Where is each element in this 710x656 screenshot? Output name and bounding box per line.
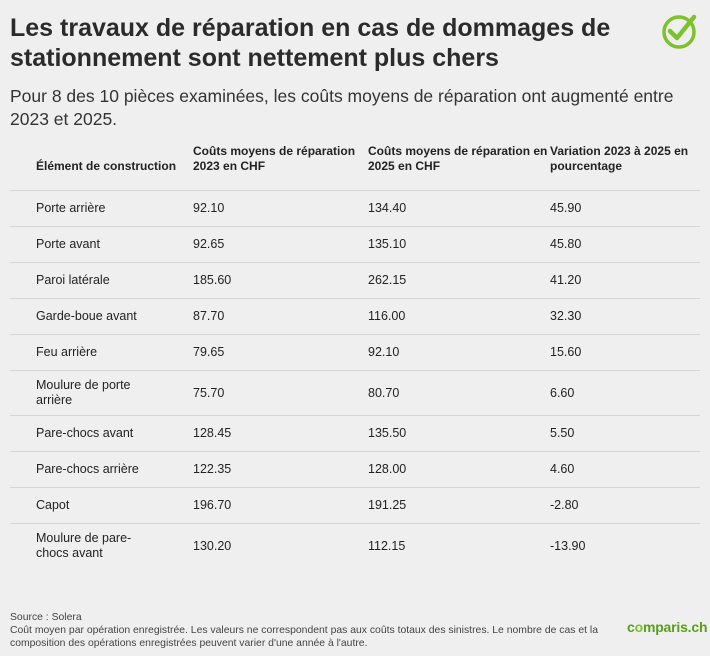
value-cell: 196.70 [193, 498, 232, 512]
brand-text-part: mparis.ch [642, 619, 708, 635]
brand-logo: comparis.ch [627, 619, 707, 635]
value-cell: 262.15 [368, 273, 407, 287]
table-row: Porte avant 92.65 135.10 45.80 [10, 226, 700, 263]
value-cell: 4.60 [550, 462, 575, 476]
row-label-cell: Porte avant [36, 237, 100, 251]
value-cell: 5.50 [550, 426, 575, 440]
value-cell: 112.15 [368, 538, 406, 553]
value-cell: 135.50 [368, 426, 407, 440]
row-label-cell: Feu arrière [36, 345, 98, 359]
row-label-cell: Pare-chocs avant [36, 426, 134, 440]
table-row: Feu arrière 79.65 92.10 15.60 [10, 334, 700, 371]
table-body: Porte arrière 92.10 134.40 45.90 Porte avant… [10, 190, 700, 569]
value-cell: 45.90 [550, 201, 582, 215]
value-cell: -2.80 [550, 498, 579, 512]
table-row: Porte arrière 92.10 134.40 45.90 [10, 190, 700, 227]
row-label-cell: Moulure de porte arrière [36, 378, 131, 407]
checkmark-circle-icon [662, 14, 697, 49]
footer-notes: Source : Solera Coût moyen par opération… [10, 611, 610, 650]
brand-accent-letter: o [634, 619, 644, 635]
value-cell: 128.45 [193, 426, 232, 440]
column-header: Coûts moyens de réparation en 2025 en CH… [368, 144, 548, 173]
value-cell: 45.80 [550, 237, 582, 251]
column-header: Coûts moyens de réparation 2023 en CHF [193, 144, 356, 173]
value-cell: 92.10 [368, 345, 400, 359]
value-cell: 92.10 [193, 201, 225, 215]
row-label-cell: Capot [36, 498, 70, 512]
value-cell: 79.65 [193, 345, 225, 359]
row-label-cell: Garde-boue avant [36, 309, 137, 323]
table-row: Pare-chocs avant 128.45 135.50 5.50 [10, 415, 700, 452]
table-row: Paroi latérale 185.60 262.15 41.20 [10, 262, 700, 299]
table-row: Moulure de pare-chocs avant 130.20 112.15 -… [10, 523, 700, 569]
value-cell: 191.25 [368, 498, 407, 512]
value-cell: 41.20 [550, 273, 582, 287]
column-header: Élément de construction [36, 159, 177, 173]
value-cell: 87.70 [193, 309, 225, 323]
data-table: Élément de construction Coûts moyens de … [10, 138, 700, 568]
value-cell: 6.60 [550, 385, 575, 400]
value-cell: 15.60 [550, 345, 582, 359]
table-header-row: Élément de construction Coûts moyens de … [10, 138, 700, 191]
table-row: Capot 196.70 191.25 -2.80 [10, 487, 700, 524]
chart-title: Les travaux de réparation en cas de domm… [10, 14, 611, 72]
value-cell: 92.65 [193, 237, 225, 251]
row-label-cell: Paroi latérale [36, 273, 110, 287]
row-label-cell: Porte arrière [36, 201, 106, 215]
column-header: Variation 2023 à 2025 en pourcentage [550, 144, 689, 173]
value-cell: 134.40 [368, 201, 407, 215]
chart-subtitle: Pour 8 des 10 pièces examinées, les coût… [10, 86, 674, 129]
value-cell: 135.10 [368, 237, 407, 251]
value-cell: 75.70 [193, 385, 225, 400]
source-note: Source : Solera [10, 612, 82, 623]
table-row: Moulure de porte arrière 75.70 80.70 6.60 [10, 370, 700, 416]
value-cell: 80.70 [368, 385, 400, 400]
methodology-note: Coût moyen par opération enregistrée. Le… [10, 625, 598, 649]
value-cell: 130.20 [193, 538, 232, 553]
value-cell: 122.35 [193, 462, 232, 476]
brand-logo-text: comparis.ch [627, 619, 707, 635]
table-row: Garde-boue avant 87.70 116.00 32.30 [10, 298, 700, 335]
row-label-cell: Moulure de pare-chocs avant [36, 531, 132, 560]
table-row: Pare-chocs arrière 122.35 128.00 4.60 [10, 451, 700, 488]
row-label-cell: Pare-chocs arrière [36, 462, 139, 476]
value-cell: 128.00 [368, 462, 407, 476]
value-cell: 32.30 [550, 309, 582, 323]
brand-text-part: c [627, 619, 635, 635]
value-cell: 185.60 [193, 273, 232, 287]
value-cell: 116.00 [368, 309, 406, 323]
value-cell: -13.90 [550, 538, 586, 553]
